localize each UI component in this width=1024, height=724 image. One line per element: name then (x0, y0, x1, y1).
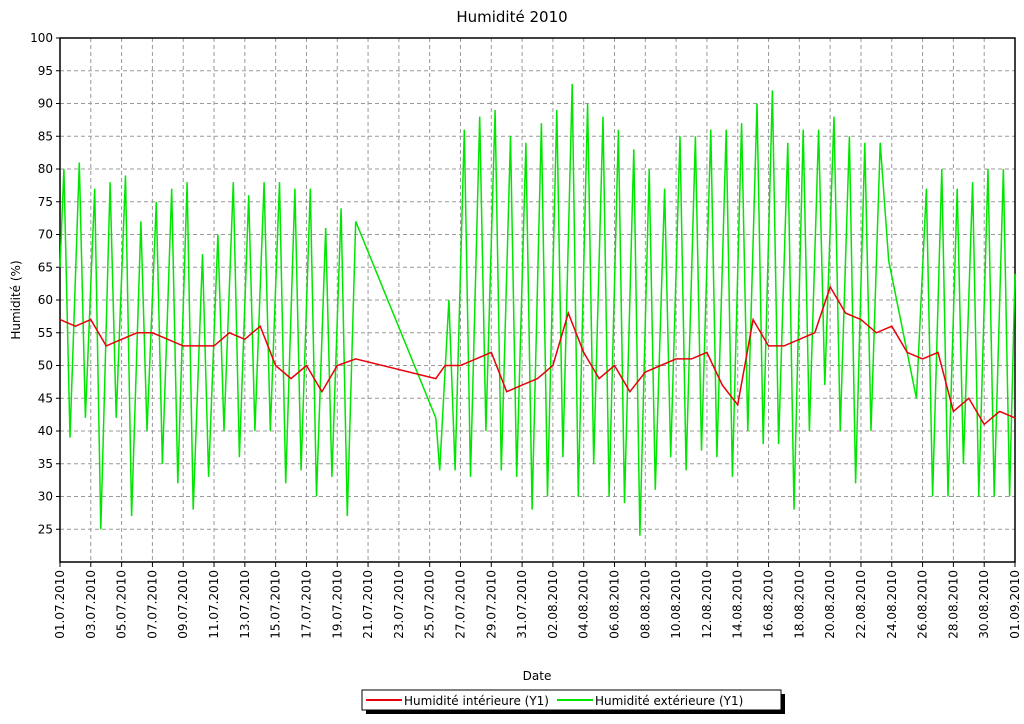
x-tick-label: 17.07.2010 (299, 570, 313, 639)
y-tick-label: 35 (38, 457, 53, 471)
chart-title: Humidité 2010 (456, 8, 567, 26)
x-tick-label: 18.08.2010 (792, 570, 806, 639)
x-tick-label: 01.07.2010 (53, 570, 67, 639)
y-tick-label: 100 (30, 31, 53, 45)
legend-label: Humidité intérieure (Y1) (404, 694, 549, 708)
y-tick-label: 25 (38, 522, 53, 536)
x-tick-label: 27.07.2010 (453, 570, 467, 639)
y-tick-label: 60 (38, 293, 53, 307)
x-tick-label: 06.08.2010 (608, 570, 622, 639)
y-tick-label: 95 (38, 64, 53, 78)
x-tick-label: 16.08.2010 (762, 570, 776, 639)
x-tick-label: 08.08.2010 (638, 570, 652, 639)
x-tick-label: 01.09.2010 (1008, 570, 1022, 639)
y-tick-label: 55 (38, 326, 53, 340)
x-tick-label: 20.08.2010 (823, 570, 837, 639)
data-line (59, 83, 1016, 536)
y-tick-label: 30 (38, 490, 53, 504)
x-tick-label: 26.08.2010 (916, 570, 930, 639)
y-tick-label: 80 (38, 162, 53, 176)
x-tick-label: 11.07.2010 (207, 570, 221, 639)
data-line (59, 285, 1016, 426)
x-tick-label: 10.08.2010 (669, 570, 683, 639)
y-tick-label: 45 (38, 391, 53, 405)
x-tick-label: 03.07.2010 (84, 570, 98, 639)
y-tick-label: 70 (38, 228, 53, 242)
x-tick-label: 02.08.2010 (546, 570, 560, 639)
legend: Humidité intérieure (Y1) Humidité extérie… (361, 689, 785, 714)
y-tick-label: 40 (38, 424, 53, 438)
x-tick-label: 21.07.2010 (361, 570, 375, 639)
x-tick-label: 25.07.2010 (423, 570, 437, 639)
x-tick-label: 30.08.2010 (977, 570, 991, 639)
x-tick-label: 28.08.2010 (946, 570, 960, 639)
y-tick-label: 65 (38, 260, 53, 274)
x-tick-label: 31.07.2010 (515, 570, 529, 639)
x-tick-label: 29.07.2010 (484, 570, 498, 639)
x-tick-label: 23.07.2010 (392, 570, 406, 639)
x-tick-label: 07.07.2010 (145, 570, 159, 639)
x-tick-label: 19.07.2010 (330, 570, 344, 639)
y-tick-label: 85 (38, 129, 53, 143)
x-tick-label: 12.08.2010 (700, 570, 714, 639)
legend-label: Humidité extérieure (Y1) (595, 694, 743, 708)
x-tick-label: 05.07.2010 (115, 570, 129, 639)
y-axis-label: Humidité (%) (9, 260, 23, 339)
x-tick-label: 15.07.2010 (269, 570, 283, 639)
x-tick-label: 04.08.2010 (577, 570, 591, 639)
x-axis-label: Date (523, 669, 552, 683)
x-tick-label: 24.08.2010 (885, 570, 899, 639)
y-tick-label: 75 (38, 195, 53, 209)
y-tick-label: 90 (38, 97, 53, 111)
x-tick-label: 09.07.2010 (176, 570, 190, 639)
x-tick-label: 22.08.2010 (854, 570, 868, 639)
y-tick-label: 50 (38, 359, 53, 373)
x-tick-label: 13.07.2010 (238, 570, 252, 639)
x-tick-label: 14.08.2010 (731, 570, 745, 639)
